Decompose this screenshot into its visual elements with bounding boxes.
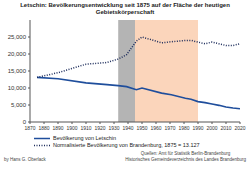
svg-text:2010: 2010 (220, 125, 231, 131)
svg-text:1890: 1890 (52, 125, 63, 131)
svg-text:1980: 1980 (178, 125, 189, 131)
svg-text:1880: 1880 (38, 125, 49, 131)
html-text:Quellen: Amt für Statistik Ber: Quellen: Amt für Statistik Berlin-Brande… (140, 151, 231, 156)
svg-text:1920: 1920 (94, 125, 105, 131)
svg-text:2000: 2000 (206, 125, 217, 131)
svg-text:1940: 1940 (122, 125, 133, 131)
html-text:Letschin: Bevölkerungsentwickl: Letschin: Bevölkerungsentwicklung seit 1… (20, 2, 230, 15)
svg-text:1900: 1900 (66, 125, 77, 131)
svg-text:10,000: 10,000 (8, 85, 27, 91)
svg-text:15,000: 15,000 (8, 68, 27, 74)
svg-text:25,000: 25,000 (8, 34, 27, 40)
svg-text:1970: 1970 (164, 125, 175, 131)
svg-text:5,000: 5,000 (11, 102, 27, 108)
svg-text:1910: 1910 (80, 125, 91, 131)
svg-text:1930: 1930 (108, 125, 119, 131)
svg-text:1950: 1950 (136, 125, 147, 131)
html-text:Historisches Gemeindeverzeichn: Historisches Gemeindeverzeichnis des Lan… (125, 156, 246, 162)
svg-text:1990: 1990 (192, 125, 203, 131)
svg-text:1870: 1870 (24, 125, 35, 131)
html-text:Normalisierte Bevölkerung von: Normalisierte Bevölkerung von Brandenbur… (53, 142, 200, 148)
svg-text:20,000: 20,000 (8, 51, 27, 57)
svg-text:0: 0 (23, 119, 27, 125)
html-text:Bevölkerung von Letschin: Bevölkerung von Letschin (53, 135, 116, 141)
svg-text:2020: 2020 (234, 125, 242, 131)
html-text:by Hans G. Oberlack: by Hans G. Oberlack (4, 156, 46, 162)
svg-text:1960: 1960 (150, 125, 161, 131)
